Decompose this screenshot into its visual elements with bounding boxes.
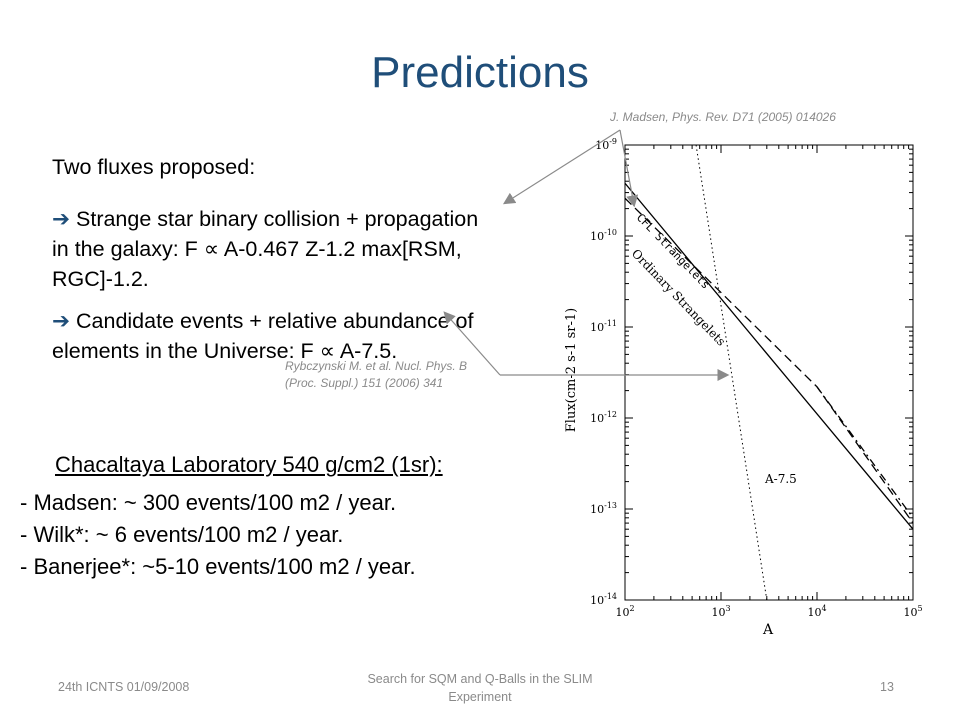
x-axis-label: A [762,622,774,638]
flux-proposals: Two fluxes proposed: ➔ Strange star bina… [52,152,552,366]
intro-text: Two fluxes proposed: [52,155,256,179]
footer-title-line2: Experiment [448,690,512,704]
right-arrow-icon: ➔ [52,309,71,333]
x-tick-label: 102 [615,604,634,619]
y-tick-label: 10-13 [590,501,617,516]
rybczynski-reference: Rybczynski M. et al. Nucl. Phys. B (Proc… [285,358,467,392]
y-tick-label: 10-14 [590,592,617,607]
y-tick-label: 10-12 [590,410,617,425]
plot-frame [624,144,914,601]
page-number: 13 [880,680,894,694]
series-line-dotted [695,144,768,601]
rybczynski-pointer-1 [443,311,501,376]
chacaltaya-heading: Chacaltaya Laboratory 540 g/cm2 (1sr): [55,452,443,477]
footer-conference: 24th ICNTS 01/09/2008 [58,680,190,694]
y-tick-label: 10-9 [595,137,617,152]
series-line-dashdot [816,386,914,519]
event-estimates: - Madsen: ~ 300 events/100 m2 / year. - … [20,487,416,583]
bullet-1-line1: Strange star binary collision + propagat… [76,207,479,231]
footer-title: Search for SQM and Q-Balls in the SLIM E… [330,670,630,706]
bullet-2-line1: Candidate events + relative abundance of [76,309,474,333]
right-arrow-icon: ➔ [52,207,71,231]
series-line-solid [624,182,914,530]
bullet-1-line2: in the galaxy: F ∝ A-0.467 Z-1.2 max[RSM… [52,237,462,291]
estimate-wilk: - Wilk*: ~ 6 events/100 m2 / year. [20,522,344,547]
bullet-1: ➔ Strange star binary collision + propag… [52,204,552,294]
x-tick-label: 104 [807,604,826,619]
madsen-pointer-1 [502,129,621,205]
y-tick-label: 10-10 [590,228,617,243]
bullet-2-line2: elements in the Universe: F ∝ A-7.5. [52,339,398,363]
estimate-madsen: - Madsen: ~ 300 events/100 m2 / year. [20,490,397,515]
slide-title: Predictions [371,48,589,97]
madsen-reference: J. Madsen, Phys. Rev. D71 (2005) 014026 [610,110,836,124]
x-tick-label: 105 [903,604,922,619]
x-tick-label: 103 [711,604,730,619]
y-tick-label: 10-11 [590,319,617,334]
cfl-label: CFL Strangelets [634,211,712,291]
power-law-label: A-7.5 [764,472,797,486]
madsen-pointer-2 [619,129,639,208]
footer-title-line1: Search for SQM and Q-Balls in the SLIM [367,672,593,686]
estimate-banerjee: - Banerjee*: ~5-10 events/100 m2 / year. [20,554,416,579]
rybczynski-reference-line1: Rybczynski M. et al. Nucl. Phys. B [285,359,468,373]
rybczynski-reference-line2: (Proc. Suppl.) 151 (2006) 341 [285,376,444,390]
y-axis-label: Flux(cm-2 s-1 sr-1) [564,308,579,432]
bullet-2: ➔ Candidate events + relative abundance … [52,306,552,366]
